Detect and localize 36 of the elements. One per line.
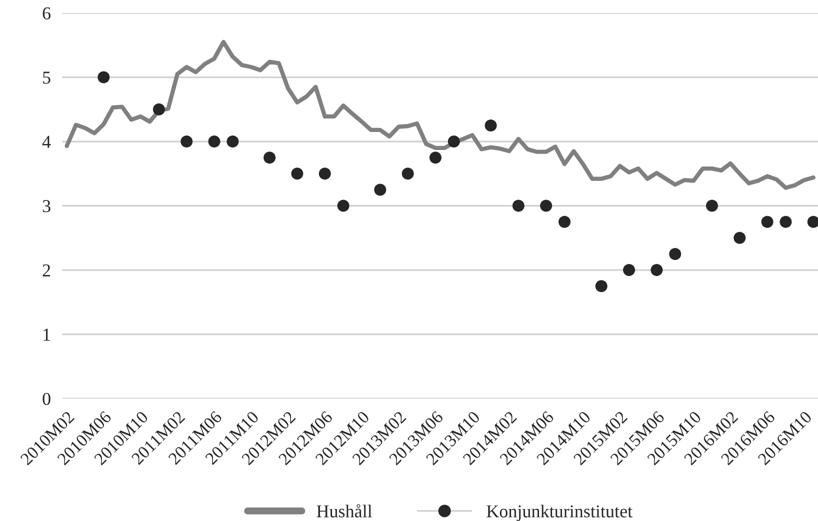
point [180,136,193,148]
point [208,136,220,148]
point [374,184,386,196]
y-tick-label: 0 [42,392,50,406]
point [669,248,682,260]
point [337,200,350,212]
point [402,168,414,180]
point [761,216,774,228]
point [291,168,304,180]
point [448,136,460,148]
point [623,264,636,276]
point [264,152,276,164]
y-tick-label: 3 [42,200,50,212]
point [429,152,442,164]
point [706,200,718,212]
line-series [64,40,816,190]
point [807,216,818,228]
point [650,264,663,276]
point [226,136,239,148]
y-tick-label: 6 [42,7,51,20]
point [734,232,746,244]
y-tick-label: 5 [43,72,50,84]
legend-label: Konjunkturinstitutet [486,504,632,521]
point [512,200,524,212]
point [780,216,792,228]
legend-label: Hushåll [316,504,372,518]
y-tick-label: 1 [44,328,50,341]
point [595,280,608,292]
point [318,168,331,180]
point [540,200,552,212]
point [484,119,497,132]
point [558,216,571,228]
y-tick-label: 2 [42,264,50,276]
point [152,103,165,116]
y-tick-label: 4 [42,136,51,148]
point [98,71,110,84]
